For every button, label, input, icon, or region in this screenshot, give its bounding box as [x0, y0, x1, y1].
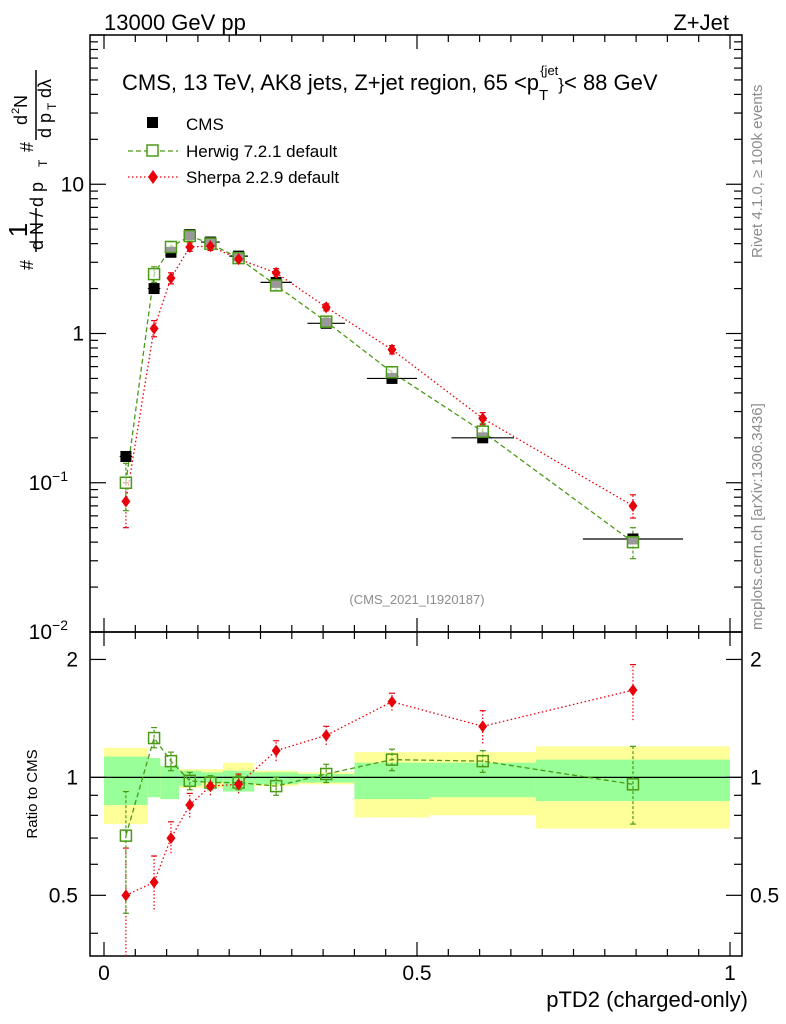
svg-text:dλ: dλ	[35, 79, 55, 98]
cms-point	[120, 450, 132, 462]
ratio-band-inner	[160, 765, 180, 800]
xtick-label: 0.5	[402, 962, 431, 985]
ratio-sherpa-point	[149, 876, 159, 889]
herwig-point	[319, 315, 333, 328]
ratio-ytick-label-left: 0.5	[49, 884, 78, 907]
x-axis-label: pTD2 (charged-only)	[546, 987, 748, 1012]
svg-text:#: #	[17, 260, 37, 270]
ratio-sherpa-point	[205, 780, 215, 793]
sherpa-point	[149, 322, 159, 335]
herwig-point	[183, 229, 197, 243]
ratio-sherpa-point	[234, 778, 244, 791]
sherpa-point	[121, 495, 131, 508]
ratio-herwig-point	[476, 754, 489, 768]
ratio-herwig-point	[319, 767, 333, 781]
svg-text:d: d	[11, 115, 31, 125]
herwig-point	[269, 279, 283, 292]
svg-text:2: 2	[10, 108, 22, 114]
cms-point	[148, 283, 160, 295]
main-ytick-label: 1	[72, 323, 84, 346]
sherpa-point	[166, 272, 176, 285]
sherpa-point	[205, 240, 215, 253]
side-text-top: Rivet 4.1.0, ≥ 100k events	[749, 85, 766, 258]
plot-title-sub: T	[539, 87, 548, 104]
main-ytick-label: 10−1	[29, 468, 69, 495]
legend-sherpa-label: Sherpa 2.2.9 default	[186, 168, 339, 187]
ratio-herwig-point	[147, 731, 161, 745]
plot-title-sup: {jet	[540, 63, 558, 78]
sherpa-point	[628, 499, 638, 512]
sherpa-point	[185, 240, 195, 253]
ratio-sherpa-point	[121, 889, 131, 902]
ratio-ytick-label-left: 2	[66, 648, 78, 671]
ratio-band-inner	[429, 762, 536, 798]
plot-title-tail: < 88 GeV	[564, 70, 658, 95]
sherpa-point	[271, 266, 281, 279]
svg-text:T: T	[45, 102, 59, 110]
ratio-sherpa-point	[387, 695, 397, 708]
ratio-sherpa-point	[321, 729, 331, 742]
ratio-band-inner	[535, 759, 730, 802]
main-ytick-label: 10	[61, 173, 84, 196]
ratio-herwig-point	[626, 778, 640, 791]
legend-cms-marker	[147, 117, 158, 128]
ratio-herwig-point	[269, 779, 283, 793]
ratio-band-inner	[298, 774, 355, 783]
ratio-ytick-label-right: 0.5	[750, 884, 779, 907]
header-right: Z+Jet	[673, 10, 729, 35]
herwig-point	[119, 476, 133, 489]
side-text-bottom: mcplots.cern.ch [arXiv:1306.3436]	[749, 403, 766, 630]
ratio-herwig-line	[125, 736, 634, 836]
sherpa-point	[478, 412, 488, 425]
legend-cms-label: CMS	[186, 115, 224, 134]
sherpa-point	[387, 343, 397, 356]
legend: CMS Herwig 7.2.1 default Sherpa 2.2.9 de…	[128, 115, 339, 187]
svg-text:d N / d p: d N / d p	[27, 182, 47, 250]
ratio-sherpa-point	[185, 799, 195, 812]
svg-text:T: T	[36, 159, 50, 167]
herwig-point	[476, 425, 489, 438]
ratio-herwig-point	[183, 774, 197, 788]
ratio-plot-frame	[89, 631, 743, 957]
herwig-line	[125, 235, 634, 543]
main-ytick-label: 10−2	[29, 617, 69, 644]
ratio-ytick-label-right: 1	[750, 766, 762, 789]
main-ylabel: # 1 d N / d p T # d 2 N d p T dλ	[3, 70, 59, 270]
plot-title-main: CMS, 13 TeV, AK8 jets, Z+jet region, 65 …	[122, 70, 539, 95]
ratio-herwig-point	[119, 829, 133, 842]
legend-sherpa-marker	[148, 170, 158, 184]
plot-title-sup-close: }	[558, 75, 564, 94]
svg-text:d p: d p	[35, 113, 55, 138]
svg-text:#: #	[17, 142, 37, 152]
sherpa-point	[234, 253, 244, 266]
herwig-point	[385, 366, 399, 379]
ratio-sherpa-point	[271, 744, 281, 757]
herwig-point	[147, 267, 161, 281]
sherpa-point	[321, 301, 331, 314]
legend-herwig-marker	[146, 144, 159, 157]
sherpa-line	[125, 245, 634, 507]
ratio-ytick-label-left: 1	[66, 766, 78, 789]
xtick-label: 1	[724, 962, 736, 985]
svg-text:N: N	[11, 95, 31, 108]
herwig-point	[164, 240, 178, 254]
ratio-ylabel: Ratio to CMS	[24, 749, 41, 838]
ratio-sherpa-point	[478, 720, 488, 733]
ratio-herwig-point	[164, 754, 178, 768]
ratio-sherpa-point	[628, 684, 638, 697]
xtick-label: 0	[98, 962, 110, 985]
ratio-ytick-label-right: 2	[750, 648, 762, 671]
analysis-watermark: (CMS_2021_I1920187)	[349, 592, 484, 607]
header-left: 13000 GeV pp	[104, 10, 246, 35]
plot-title: CMS, 13 TeV, AK8 jets, Z+jet region, 65 …	[122, 63, 658, 104]
ratio-herwig-point	[385, 753, 399, 766]
herwig-point	[626, 535, 640, 549]
legend-herwig-label: Herwig 7.2.1 default	[186, 142, 337, 161]
svg-text:1: 1	[3, 223, 33, 237]
ratio-sherpa-point	[166, 832, 176, 845]
